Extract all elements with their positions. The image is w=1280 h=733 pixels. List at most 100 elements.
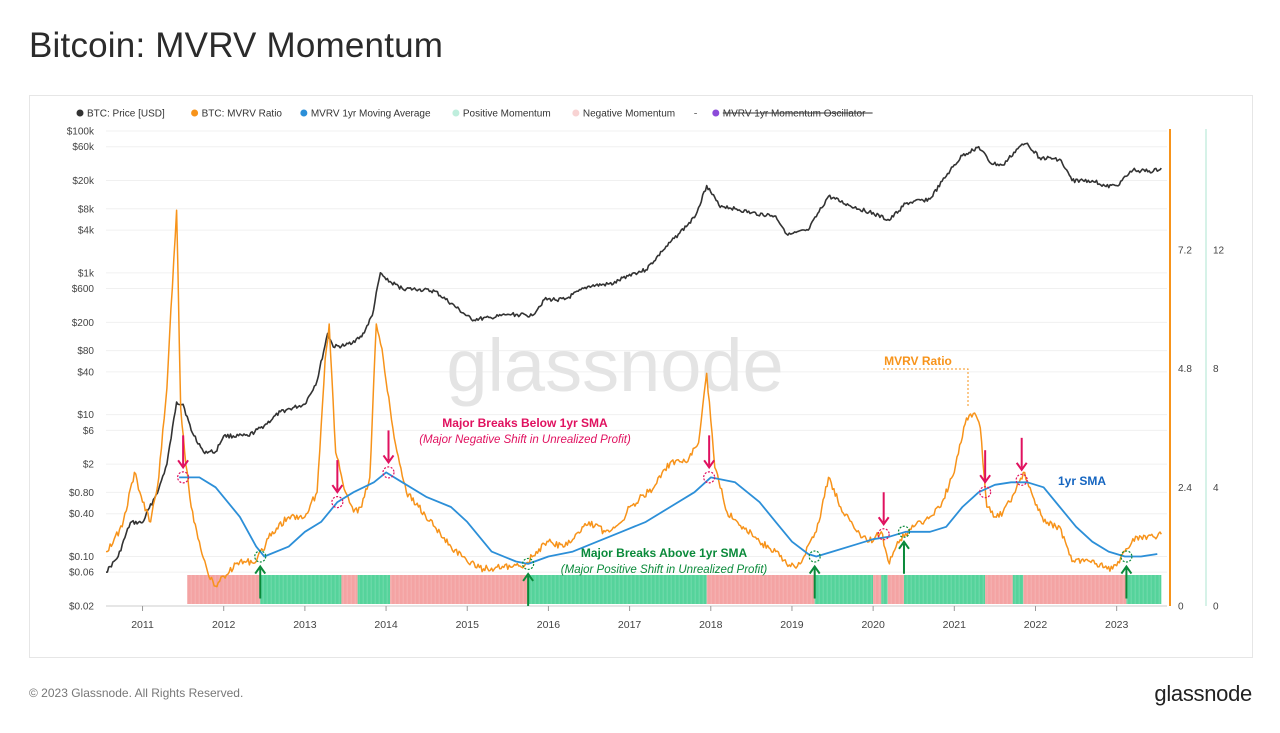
sma-label: 1yr SMA (1058, 474, 1106, 488)
negative-momentum-segment (390, 575, 529, 604)
up-arrowhead-icon (1120, 564, 1133, 575)
y-left-tick-label: $4k (78, 226, 95, 237)
x-tick-label: 2017 (618, 619, 642, 631)
break-below-marker (877, 528, 890, 541)
down-arrowhead-icon (979, 474, 991, 484)
legend[interactable]: BTC: Price [USD] BTC: MVRV Ratio MVRV 1yr … (76, 108, 873, 120)
y-left-tick-label: $600 (72, 284, 95, 295)
y-left-tick-label: $0.40 (69, 509, 94, 520)
legend-item[interactable]: Negative Momentum (572, 109, 675, 120)
legend-dot-icon (572, 109, 580, 117)
positive-momentum-segment (903, 575, 986, 604)
page-title: Bitcoin: MVRV Momentum (29, 26, 444, 65)
sma-line (179, 471, 1158, 565)
y-osc-tick-label: 12 (1213, 245, 1225, 256)
legend-dot-icon (712, 109, 720, 117)
chart-frame: glassnode $100k $60k $20k $8k $4k $1k $600 $200… (29, 95, 1253, 658)
y-left-tick-label: $6 (83, 426, 95, 437)
x-tick-label: 2020 (861, 619, 885, 631)
negative-momentum-segment (887, 575, 904, 604)
positive-momentum-segment (881, 575, 888, 604)
legend-label: MVRV 1yr Momentum Oscillator (723, 109, 866, 120)
x-tick-label: 2019 (780, 619, 804, 631)
negative-momentum-segment (706, 575, 815, 604)
up-arrowhead-icon (254, 564, 267, 575)
legend-item[interactable]: BTC: Price [USD] (76, 109, 166, 120)
legend-label: BTC: MVRV Ratio (202, 109, 283, 120)
brand-logo[interactable]: glassnode (1154, 681, 1252, 706)
down-arrowhead-icon (177, 459, 189, 470)
down-arrowhead-icon (1015, 462, 1028, 472)
down-arrowhead-icon (331, 484, 344, 494)
x-tick-label: 2021 (943, 619, 967, 631)
y-mvrv-tick-label: 2.4 (1178, 483, 1192, 494)
x-tick-label: 2016 (537, 619, 561, 631)
y-left-tick-label: $2 (83, 460, 95, 471)
price-series (105, 142, 1162, 573)
y-left-tick-label: $200 (72, 318, 95, 329)
y-left-tick-label: $100k (67, 127, 95, 138)
break-below-marker (703, 471, 716, 484)
y-left-tick-label: $0.06 (69, 568, 94, 579)
neg-break-subtitle: (Major Negative Shift in Unrealized Prof… (419, 434, 631, 446)
positive-momentum-segment (357, 575, 391, 604)
y-left-tick-label: $60k (72, 142, 95, 153)
legend-item[interactable]: MVRV 1yr Moving Average (300, 109, 431, 120)
negative-momentum-segment (1023, 575, 1127, 604)
y-left-tick-label: $0.80 (69, 488, 94, 499)
pos-break-title: Major Breaks Above 1yr SMA (581, 546, 748, 560)
break-above-marker (1120, 550, 1133, 563)
price-line (105, 142, 1162, 573)
legend-dot-icon (191, 109, 199, 117)
negative-momentum-segment (187, 575, 261, 604)
legend-dot-icon (300, 109, 308, 117)
y-mvrv-tick-label: 7.2 (1178, 245, 1192, 256)
watermark-text: glassnode (446, 324, 783, 407)
legend-dot-icon (452, 109, 460, 117)
break-above-marker (522, 557, 535, 571)
mvrv-series (105, 209, 1162, 588)
annotations: Major Breaks Below 1yr SMA (Major Negativ… (177, 354, 1133, 606)
watermark: glassnode (446, 324, 783, 407)
x-tick-label: 2018 (699, 619, 723, 631)
break-above-marker (897, 525, 911, 538)
up-arrowhead-icon (808, 564, 821, 575)
y-mvrv-tick-label: 0 (1178, 602, 1184, 613)
up-arrowhead-icon (522, 572, 534, 582)
y-osc-tick-label: 8 (1213, 364, 1219, 375)
legend-label: Positive Momentum (463, 109, 551, 120)
mvrv-momentum-chart: glassnode $100k $60k $20k $8k $4k $1k $600 $200… (67, 108, 1225, 632)
y-left-tick-label: $1k (78, 268, 95, 279)
y-left-tick-label: $0.10 (69, 552, 94, 563)
mvrv-ratio-label: MVRV Ratio (884, 354, 952, 368)
y-osc-tick-label: 4 (1213, 483, 1219, 494)
x-tick-label: 2015 (456, 619, 480, 631)
legend-label: MVRV 1yr Moving Average (311, 109, 431, 120)
positive-momentum-segment (1012, 575, 1024, 604)
x-tick-label: 2023 (1105, 619, 1129, 631)
positive-momentum-segment (260, 575, 342, 604)
y-left-tick-label: $10 (77, 410, 94, 421)
y-left-tick-label: $80 (77, 346, 94, 357)
legend-item[interactable]: BTC: MVRV Ratio (191, 109, 282, 120)
legend-label: Negative Momentum (583, 109, 675, 120)
mvrv-label-leader (883, 368, 969, 406)
legend-label: BTC: Price [USD] (87, 109, 165, 120)
up-arrowhead-icon (898, 540, 910, 550)
y-left-tick-label: $40 (77, 367, 94, 378)
legend-item[interactable]: - MVRV 1yr Momentum Oscillator (694, 108, 873, 120)
y-left-tick-label: $20k (72, 176, 95, 187)
momentum-band (186, 575, 1162, 604)
y-mvrv-tick-label: 4.8 (1178, 364, 1192, 375)
negative-momentum-segment (341, 575, 358, 604)
break-below-marker (331, 495, 344, 509)
y-left-tick-label: $0.02 (69, 602, 94, 613)
legend-item[interactable]: Positive Momentum (452, 109, 551, 120)
break-below-marker (979, 486, 992, 499)
break-below-marker (177, 471, 190, 484)
axes: $100k $60k $20k $8k $4k $1k $600 $200 $80 $40 $10 $… (67, 127, 1225, 632)
y-left-tick-label: $8k (78, 204, 95, 215)
break-below-marker (1015, 473, 1028, 486)
down-arrowhead-icon (382, 454, 395, 465)
positive-momentum-segment (1126, 575, 1162, 604)
